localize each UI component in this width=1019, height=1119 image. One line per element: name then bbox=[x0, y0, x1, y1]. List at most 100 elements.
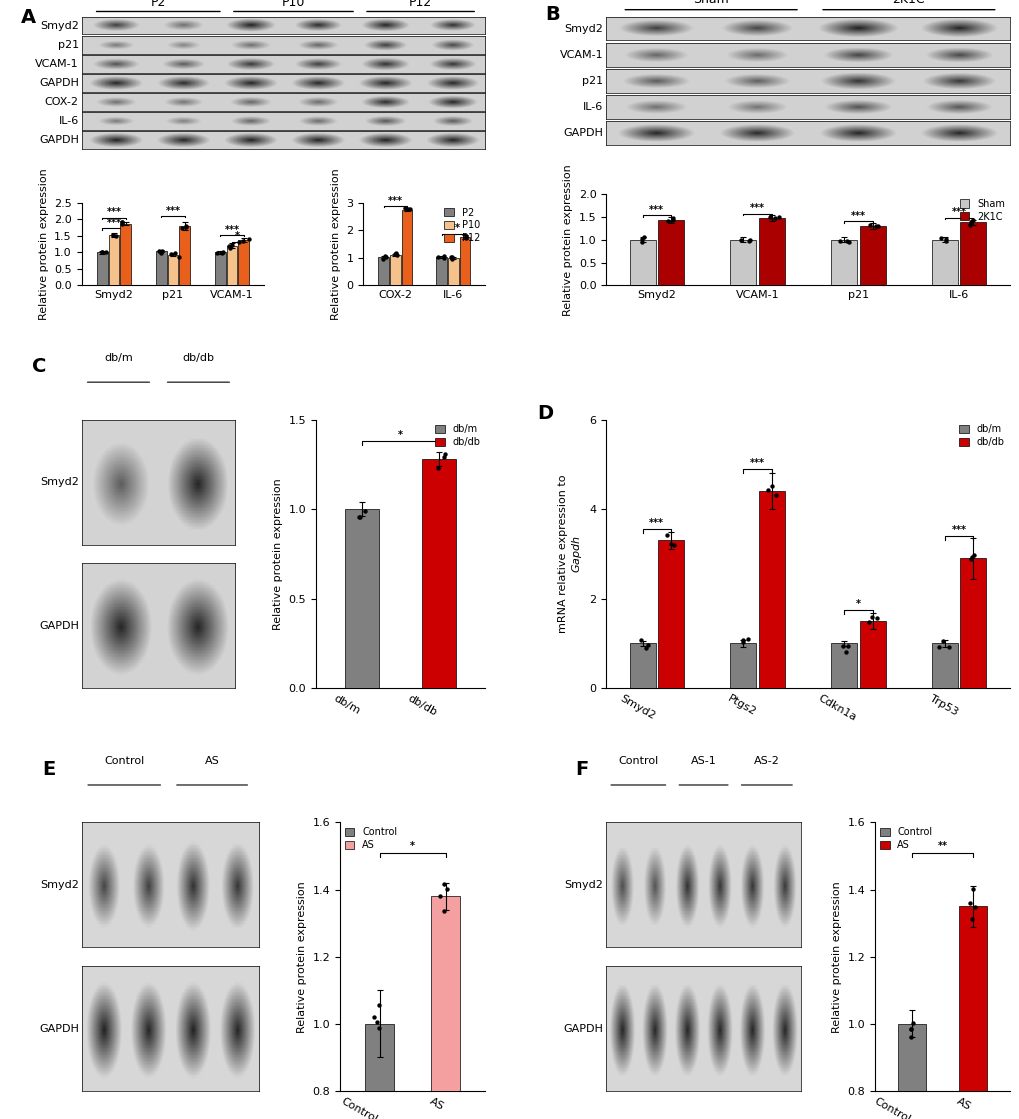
Point bbox=[902, 1021, 918, 1038]
Point bbox=[231, 233, 248, 251]
Point bbox=[214, 244, 230, 262]
Point bbox=[964, 881, 980, 899]
Point bbox=[113, 214, 129, 232]
Y-axis label: Smyd2: Smyd2 bbox=[40, 20, 78, 30]
Point bbox=[163, 245, 179, 263]
Point bbox=[962, 549, 978, 567]
Point bbox=[741, 232, 757, 250]
Text: P12: P12 bbox=[409, 0, 432, 9]
Bar bbox=[830, 643, 857, 688]
Bar bbox=[830, 239, 857, 285]
Y-axis label: GAPDH: GAPDH bbox=[39, 1024, 78, 1034]
Point bbox=[222, 238, 238, 256]
Point bbox=[351, 508, 367, 526]
Point bbox=[839, 637, 855, 655]
Point bbox=[435, 875, 451, 893]
Text: *: * bbox=[397, 430, 403, 440]
Point bbox=[98, 243, 114, 261]
Y-axis label: Smyd2: Smyd2 bbox=[565, 23, 603, 34]
Bar bbox=[156, 252, 166, 285]
Point bbox=[371, 996, 387, 1014]
Y-axis label: GAPDH: GAPDH bbox=[564, 128, 603, 138]
Bar bbox=[389, 255, 400, 285]
Point bbox=[396, 199, 413, 217]
Bar bbox=[179, 226, 190, 285]
Bar bbox=[897, 1024, 924, 1119]
Bar bbox=[97, 252, 108, 285]
Point bbox=[937, 231, 954, 248]
Point bbox=[735, 633, 751, 651]
Point bbox=[376, 247, 392, 265]
Point bbox=[458, 229, 474, 247]
Point bbox=[436, 248, 452, 266]
Point bbox=[961, 894, 977, 912]
Point bbox=[770, 208, 787, 226]
Text: AS: AS bbox=[205, 756, 219, 767]
Text: P2: P2 bbox=[151, 0, 166, 9]
Text: E: E bbox=[43, 760, 56, 779]
Point bbox=[941, 638, 957, 656]
Text: *: * bbox=[410, 841, 415, 852]
Bar bbox=[958, 906, 985, 1119]
Bar bbox=[657, 540, 683, 688]
Point bbox=[369, 1013, 385, 1031]
Text: ***: *** bbox=[749, 204, 764, 214]
Point bbox=[639, 637, 655, 655]
Point bbox=[868, 610, 884, 628]
Point bbox=[114, 215, 130, 233]
Point bbox=[741, 232, 757, 250]
Point bbox=[444, 250, 461, 267]
Point bbox=[173, 218, 190, 236]
Text: ***: *** bbox=[749, 458, 764, 468]
Text: D: D bbox=[537, 404, 553, 423]
Point bbox=[659, 211, 676, 229]
Text: db/m: db/m bbox=[104, 354, 132, 364]
Point bbox=[429, 247, 445, 265]
Y-axis label: Relative protein expression: Relative protein expression bbox=[832, 881, 841, 1033]
Point bbox=[154, 242, 170, 260]
Y-axis label: GAPDH: GAPDH bbox=[39, 135, 78, 145]
Point bbox=[863, 608, 879, 626]
Point bbox=[658, 526, 675, 544]
Point bbox=[841, 233, 857, 251]
Text: ***: *** bbox=[648, 205, 663, 215]
Bar bbox=[931, 643, 957, 688]
Point bbox=[633, 233, 649, 251]
Y-axis label: GAPDH: GAPDH bbox=[564, 1024, 603, 1034]
Point bbox=[443, 247, 460, 265]
Point bbox=[763, 478, 780, 496]
Y-axis label: Relative protein expression: Relative protein expression bbox=[330, 168, 340, 320]
Legend: db/m, db/db: db/m, db/db bbox=[959, 424, 1004, 448]
Point bbox=[209, 244, 225, 262]
Y-axis label: p21: p21 bbox=[58, 39, 78, 49]
Point bbox=[401, 200, 418, 218]
Y-axis label: Smyd2: Smyd2 bbox=[40, 880, 78, 890]
Bar bbox=[421, 459, 455, 688]
Bar bbox=[430, 896, 460, 1119]
Bar bbox=[401, 209, 412, 285]
Text: **: ** bbox=[936, 841, 947, 852]
Text: ***: *** bbox=[951, 207, 966, 217]
Bar bbox=[758, 491, 784, 688]
Text: ***: *** bbox=[165, 206, 180, 216]
Bar bbox=[238, 239, 249, 285]
Point bbox=[635, 228, 651, 246]
Y-axis label: p21: p21 bbox=[582, 76, 603, 86]
Point bbox=[930, 638, 947, 656]
Y-axis label: Relative protein expression: Relative protein expression bbox=[297, 881, 307, 1033]
Point bbox=[178, 217, 195, 235]
Bar bbox=[730, 643, 756, 688]
Text: ***: *** bbox=[106, 218, 121, 228]
Bar bbox=[120, 224, 131, 285]
Point bbox=[399, 200, 416, 218]
Point bbox=[961, 216, 977, 234]
Point bbox=[221, 237, 237, 255]
Text: *: * bbox=[235, 232, 240, 242]
Point bbox=[963, 547, 979, 565]
Point bbox=[214, 243, 230, 261]
Bar bbox=[629, 239, 655, 285]
Point bbox=[386, 245, 403, 263]
Point bbox=[458, 227, 474, 245]
Point bbox=[151, 242, 167, 260]
Text: Control: Control bbox=[618, 756, 658, 767]
